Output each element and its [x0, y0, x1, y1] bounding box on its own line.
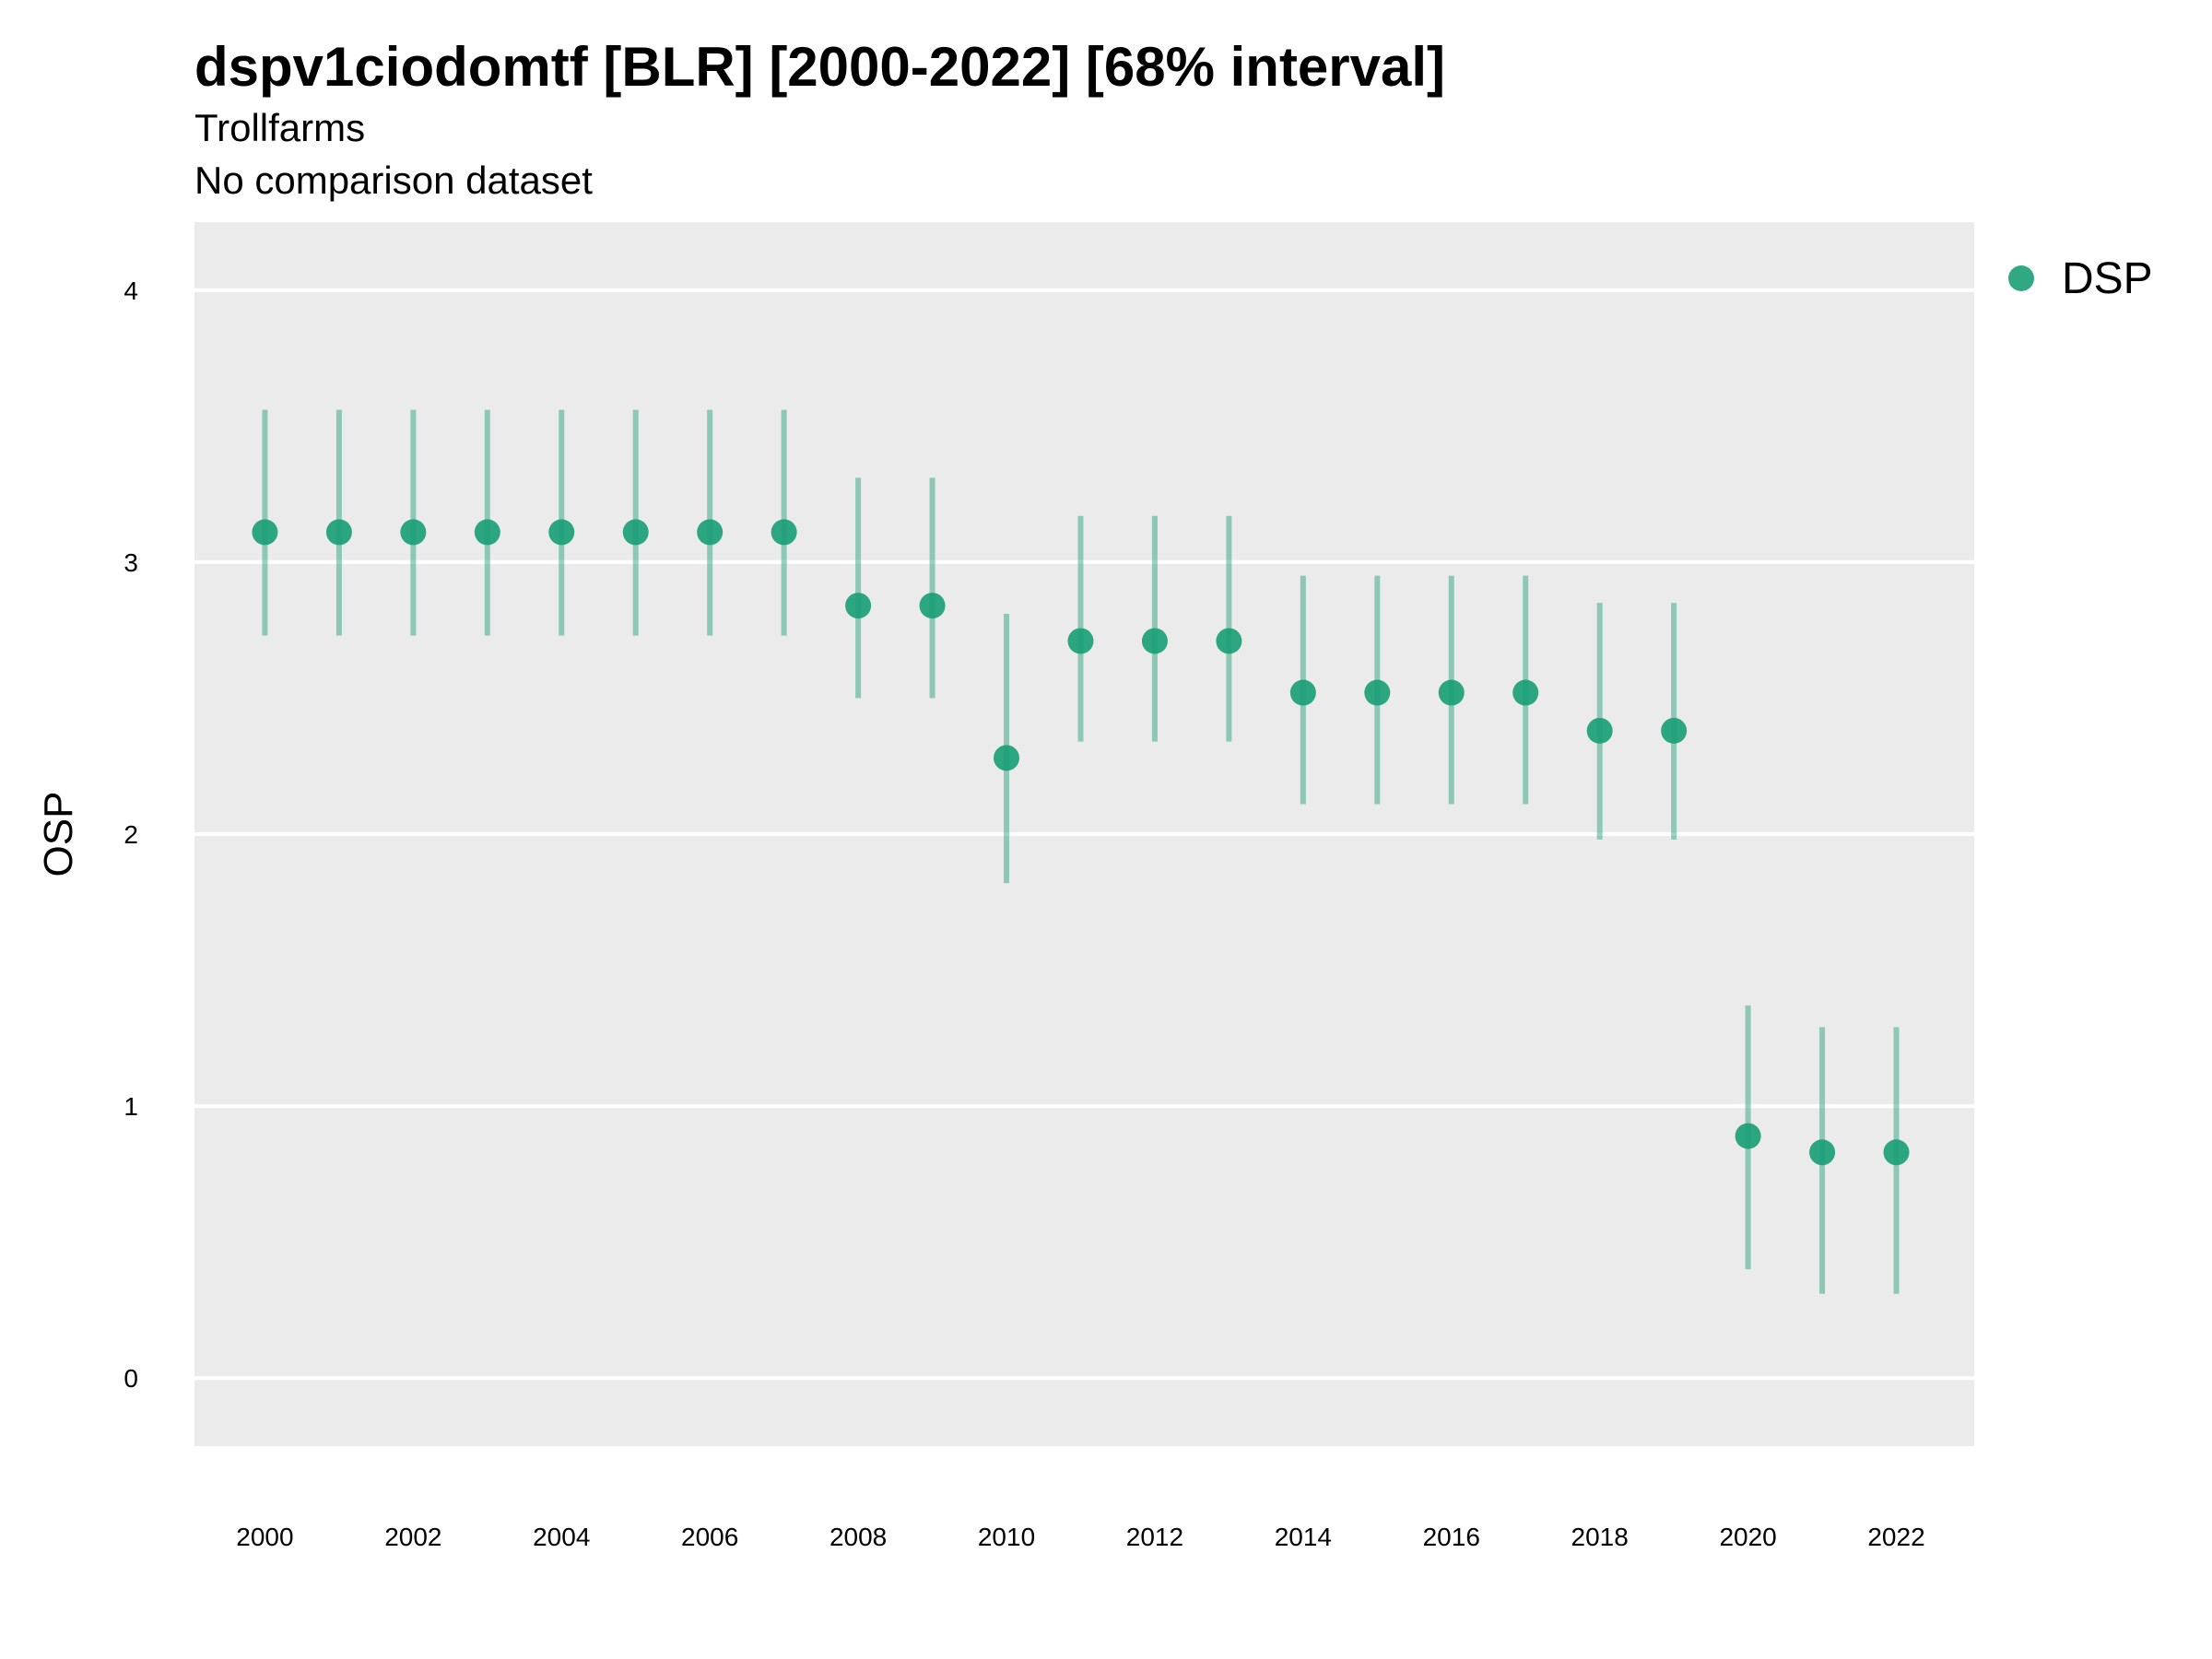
y-tick-label: 4 [124, 276, 138, 305]
legend-label-dsp: DSP [2062, 254, 2153, 303]
data-point [845, 593, 872, 619]
chart-title: dspv1ciodomtf [BLR] [2000-2022] [68% int… [194, 36, 1446, 98]
y-tick-label: 0 [124, 1364, 138, 1393]
x-tick-label: 2014 [1275, 1523, 1332, 1551]
x-tick-label: 2000 [236, 1523, 293, 1551]
data-point [252, 519, 278, 546]
chart-subtitle: Trollfarms [194, 106, 366, 149]
data-point [1216, 628, 1242, 654]
data-point [697, 519, 724, 546]
data-point [1586, 717, 1613, 744]
x-tick-label: 2002 [384, 1523, 441, 1551]
chart-subtitle-secondary: No comparison dataset [194, 159, 593, 202]
data-point [622, 519, 649, 546]
data-point [325, 519, 352, 546]
data-points [252, 519, 1910, 1166]
data-point [771, 519, 797, 546]
data-point [1661, 717, 1688, 744]
data-point [1883, 1139, 1910, 1166]
x-tick-label: 2022 [1867, 1523, 1924, 1551]
grid-lines [194, 288, 1974, 1381]
y-axis-ticks: 0 1 2 3 4 [124, 276, 138, 1393]
data-point [1289, 679, 1316, 706]
data-point [1735, 1123, 1761, 1149]
data-point [548, 519, 575, 546]
x-tick-label: 2010 [978, 1523, 1035, 1551]
data-point [1067, 628, 1094, 654]
x-tick-label: 2020 [1719, 1523, 1776, 1551]
data-point [1364, 679, 1391, 706]
data-point [400, 519, 427, 546]
data-point [1512, 679, 1539, 706]
x-axis-ticks: 2000 2002 2004 2006 2008 2010 2012 2014 2016 2018… [236, 1523, 1924, 1551]
data-point [474, 519, 500, 546]
x-tick-label: 2016 [1423, 1523, 1480, 1551]
x-tick-label: 2008 [830, 1523, 887, 1551]
legend-marker-dsp [2008, 265, 2034, 291]
data-point [1141, 628, 1168, 654]
data-point [919, 593, 946, 619]
data-point [994, 745, 1020, 771]
y-tick-label: 3 [124, 548, 138, 577]
y-axis-label: OSP [36, 792, 81, 877]
x-tick-label: 2018 [1571, 1523, 1629, 1551]
x-tick-label: 2006 [681, 1523, 738, 1551]
y-tick-label: 2 [124, 820, 138, 849]
data-point [1809, 1139, 1836, 1166]
x-tick-label: 2012 [1126, 1523, 1183, 1551]
data-point [1438, 679, 1465, 706]
x-tick-label: 2004 [533, 1523, 590, 1551]
legend: DSP [2008, 254, 2153, 303]
y-tick-label: 1 [124, 1092, 138, 1121]
